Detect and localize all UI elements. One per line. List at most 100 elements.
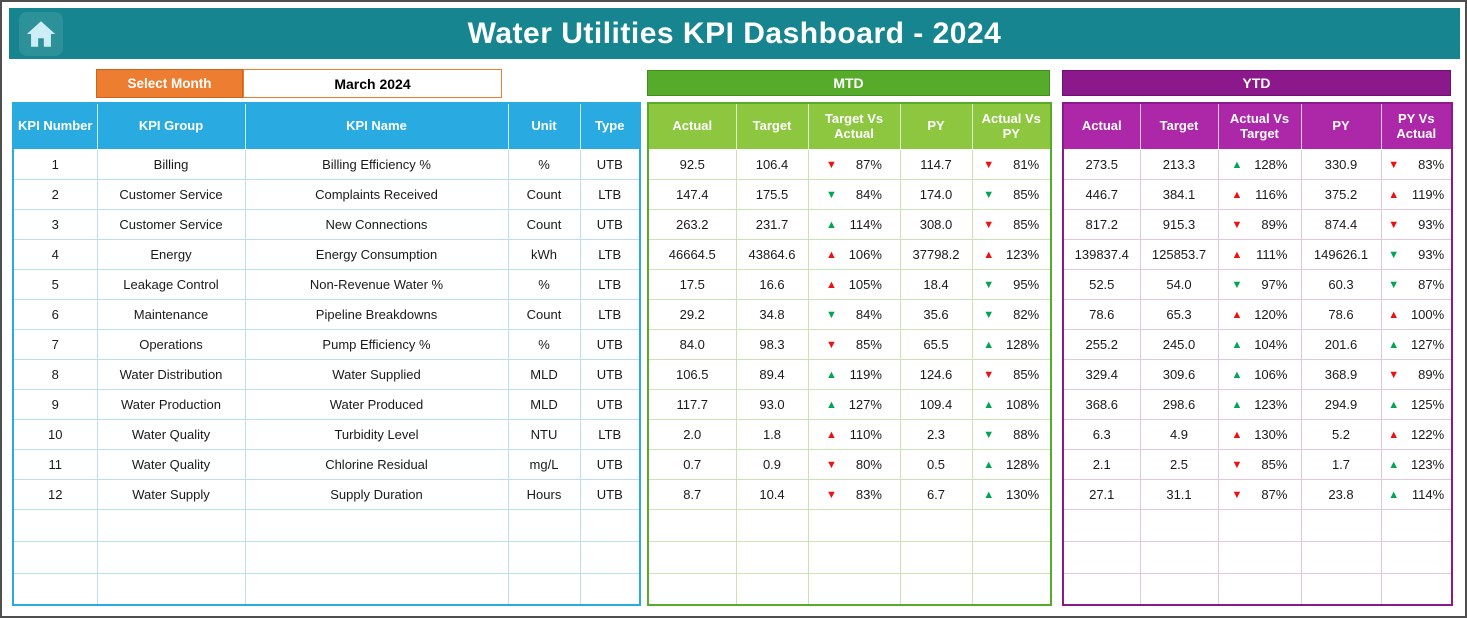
ratio-value: 130% [1005, 487, 1040, 503]
ratio-value: 128% [1005, 337, 1040, 353]
kpi-unit-cell: NTU [507, 418, 581, 450]
trend-up-icon: ▲ [1231, 158, 1243, 171]
ratio-value: 120% [1254, 307, 1288, 323]
ratio-value: 104% [1254, 337, 1288, 353]
kpi-name-cell: Billing Efficiency % [244, 148, 509, 180]
trend-up-icon: ▲ [826, 248, 837, 261]
ytd-py-vs-actual-cell: ▼ 93% [1380, 238, 1453, 270]
mtd-py-cell: 65.5 [899, 328, 973, 360]
mtd-actual-vs-py-cell: ▲ 108% [971, 388, 1052, 420]
trend-down-icon: ▼ [826, 158, 837, 171]
kpi-group-cell: Customer Service [96, 208, 246, 240]
kpi-unit-cell: % [507, 268, 581, 300]
trend-down-icon: ▼ [826, 488, 837, 501]
ytd-row: 446.7 384.1 ▲ 116% 375.2 ▲ 119% [1062, 178, 1453, 210]
kpi-unit-cell: Hours [507, 478, 581, 510]
kpi-type-cell: UTB [579, 478, 641, 510]
ytd-actual-vs-target-cell: ▲ 130% [1217, 418, 1302, 450]
ratio-value: 80% [855, 457, 882, 473]
empty-cell [507, 572, 581, 606]
ytd-py-vs-actual-cell: ▲ 100% [1380, 298, 1453, 330]
home-button[interactable] [19, 12, 63, 56]
ratio-value: 89% [1261, 217, 1288, 233]
ratio-value: 128% [1005, 457, 1040, 473]
empty-row [1062, 540, 1453, 574]
trend-up-icon: ▲ [1231, 428, 1243, 441]
kpi-group-cell: Water Quality [96, 418, 246, 450]
ytd-col-header-actual-vs-target: Actual Vs Target [1217, 102, 1302, 150]
mtd-py-cell: 0.5 [899, 448, 973, 480]
ratio-value: 84% [855, 307, 882, 323]
kpi-name-cell: Water Produced [244, 388, 509, 420]
kpi-name-cell: Water Supplied [244, 358, 509, 390]
trend-up-icon: ▲ [826, 428, 837, 441]
empty-cell [1380, 540, 1453, 574]
ytd-actual-cell: 817.2 [1062, 208, 1141, 240]
mtd-py-cell: 37798.2 [899, 238, 973, 270]
ytd-py-vs-actual-cell: ▲ 127% [1380, 328, 1453, 360]
ytd-row: 329.4 309.6 ▲ 106% 368.9 ▼ 89% [1062, 358, 1453, 390]
empty-row [647, 540, 1052, 574]
trend-down-icon: ▼ [1388, 368, 1400, 381]
empty-cell [1300, 540, 1382, 574]
kpi-type-cell: LTB [579, 268, 641, 300]
mtd-target-cell: 43864.6 [735, 238, 809, 270]
kpi-group-cell: Customer Service [96, 178, 246, 210]
trend-up-icon: ▲ [1231, 308, 1243, 321]
mtd-actual-vs-py-cell: ▼ 85% [971, 208, 1052, 240]
ytd-py-vs-actual-cell: ▲ 125% [1380, 388, 1453, 420]
ytd-actual-cell: 368.6 [1062, 388, 1141, 420]
ytd-actual-vs-target-cell: ▲ 123% [1217, 388, 1302, 420]
mtd-py-cell: 308.0 [899, 208, 973, 240]
kpi-unit-cell: % [507, 148, 581, 180]
ytd-target-cell: 245.0 [1139, 328, 1219, 360]
trend-up-icon: ▲ [1231, 398, 1243, 411]
kpi-name-cell: New Connections [244, 208, 509, 240]
empty-cell [507, 508, 581, 542]
mtd-target-vs-actual-cell: ▼ 83% [807, 478, 901, 510]
empty-cell [735, 540, 809, 574]
kpi-type-cell: UTB [579, 328, 641, 360]
ytd-actual-cell: 52.5 [1062, 268, 1141, 300]
trend-down-icon: ▼ [1388, 248, 1400, 261]
kpi-row: 3 Customer Service New Connections Count UTB [12, 208, 641, 240]
trend-up-icon: ▲ [1388, 338, 1400, 351]
ytd-py-cell: 294.9 [1300, 388, 1382, 420]
ratio-value: 116% [1255, 187, 1288, 203]
trend-down-icon: ▼ [826, 188, 837, 201]
ratio-value: 85% [855, 337, 882, 353]
ratio-value: 130% [1254, 427, 1288, 443]
ratio-value: 95% [1013, 277, 1040, 293]
ytd-row: 368.6 298.6 ▲ 123% 294.9 ▲ 125% [1062, 388, 1453, 420]
kpi-name-cell: Supply Duration [244, 478, 509, 510]
select-month-button[interactable]: Select Month [96, 69, 243, 98]
ratio-value: 83% [1418, 157, 1445, 173]
mtd-actual-vs-py-cell: ▼ 88% [971, 418, 1052, 450]
selected-month-display[interactable]: March 2024 [243, 69, 502, 98]
trend-down-icon: ▼ [1388, 218, 1400, 231]
empty-cell [244, 508, 509, 542]
kpi-unit-cell: kWh [507, 238, 581, 270]
trend-down-icon: ▼ [1388, 158, 1400, 171]
ytd-py-vs-actual-cell: ▲ 123% [1380, 448, 1453, 480]
trend-up-icon: ▲ [983, 248, 995, 261]
ytd-py-vs-actual-cell: ▼ 87% [1380, 268, 1453, 300]
empty-cell [899, 508, 973, 542]
kpi-number-cell: 11 [12, 448, 98, 480]
mtd-py-cell: 35.6 [899, 298, 973, 330]
ytd-target-cell: 309.6 [1139, 358, 1219, 390]
empty-cell [647, 540, 737, 574]
ratio-value: 85% [1013, 367, 1040, 383]
ytd-py-cell: 60.3 [1300, 268, 1382, 300]
mtd-table: Actual Target Target Vs Actual PY Actual… [647, 102, 1052, 606]
kpi-row: 7 Operations Pump Efficiency %% UTB [12, 328, 641, 360]
ratio-value: 128% [1254, 157, 1288, 173]
empty-row [12, 508, 641, 542]
mtd-actual-vs-py-cell: ▼ 95% [971, 268, 1052, 300]
trend-up-icon: ▲ [1388, 308, 1400, 321]
empty-cell [12, 572, 98, 606]
ratio-value: 82% [1013, 307, 1040, 323]
kpi-group-cell: Maintenance [96, 298, 246, 330]
mtd-target-vs-actual-cell: ▲ 127% [807, 388, 901, 420]
mtd-actual-cell: 17.5 [647, 268, 737, 300]
